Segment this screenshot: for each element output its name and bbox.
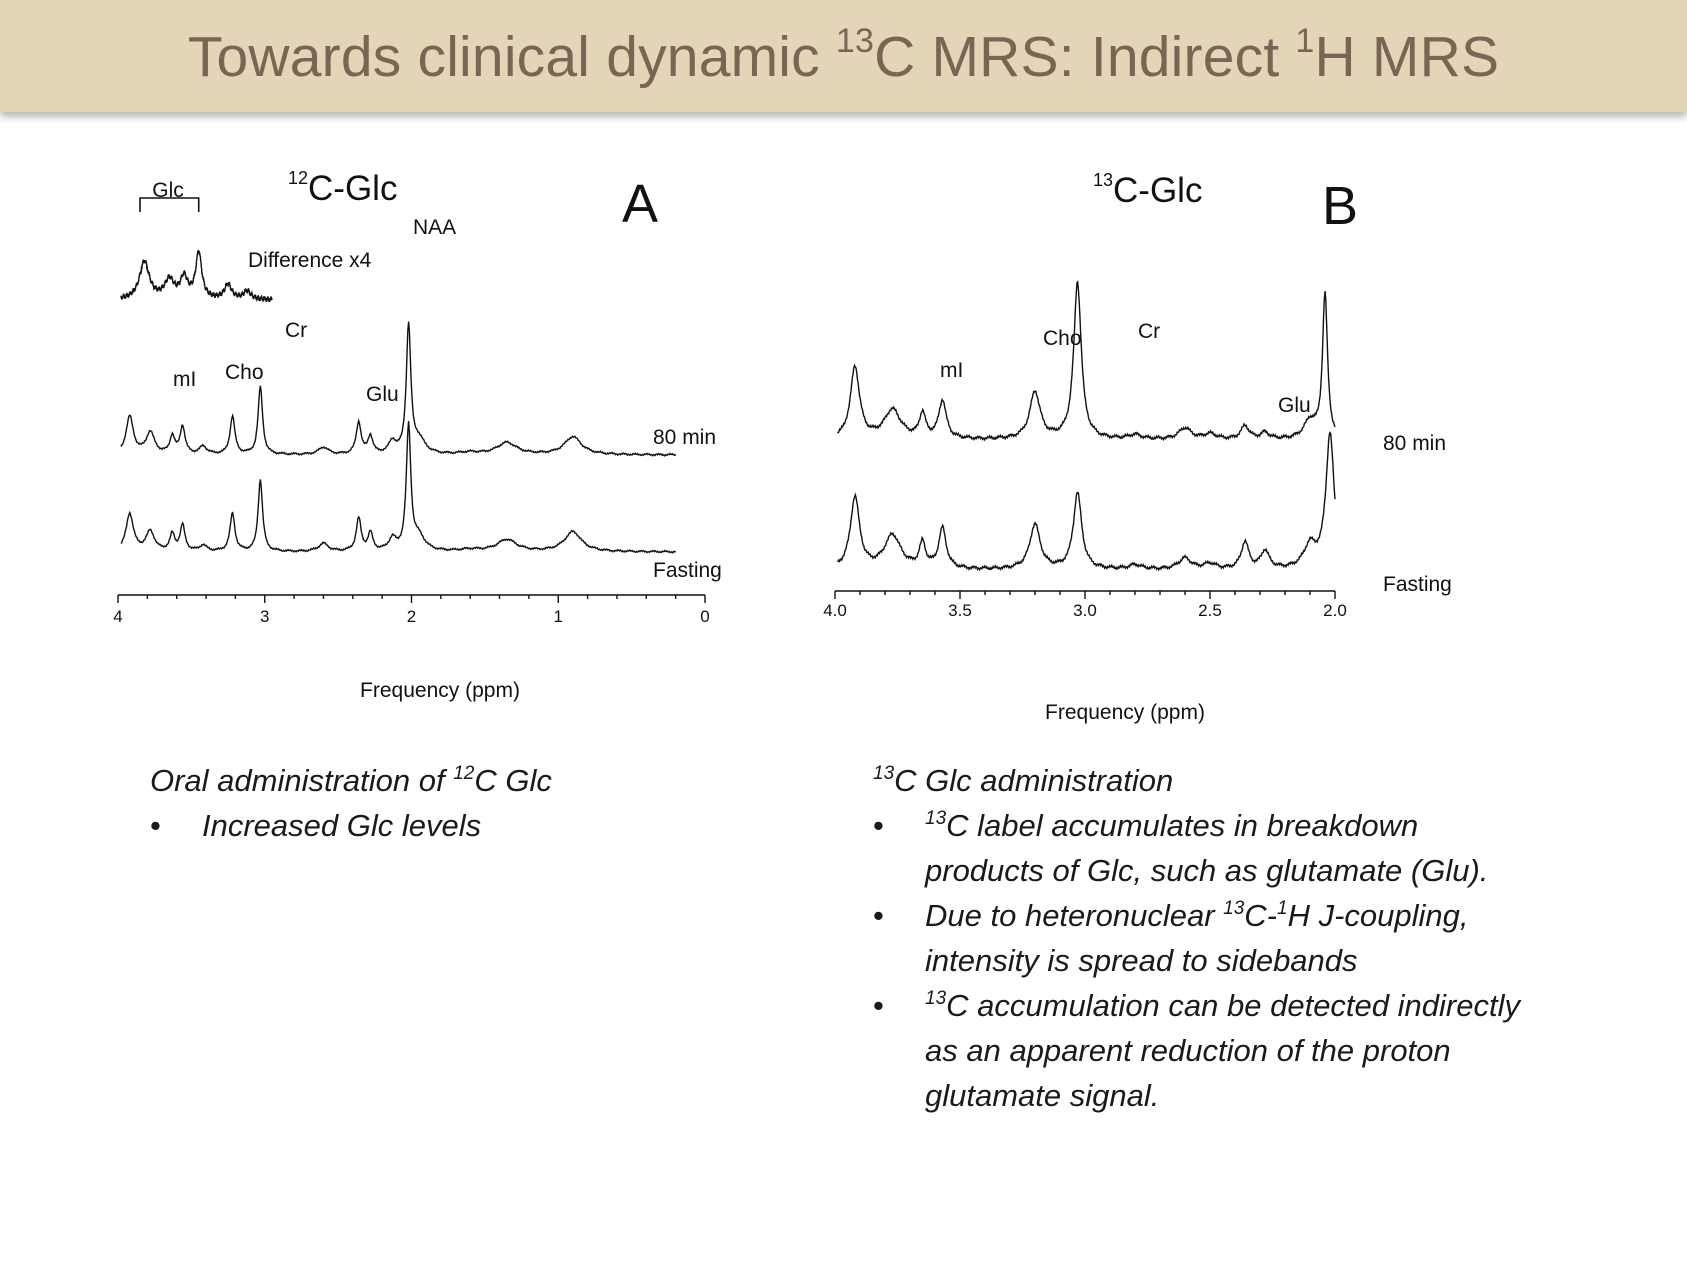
x-axis-tick-label: 2.5	[1198, 601, 1222, 620]
chart-a-label-cr: Cr	[285, 319, 307, 342]
x-axis-tick-label: 2.0	[1323, 601, 1347, 620]
caption-right-bullet-1-text: 13C label accumulates in breakdown produ…	[925, 803, 1533, 893]
chart-b-trace-fasting	[836, 431, 1336, 572]
chart-a-panel-label: A	[622, 174, 658, 234]
chart-a-label-cho: Cho	[225, 361, 264, 384]
caption-right-bullet-1-sup: 13	[925, 808, 947, 829]
chart-a-label-80min: 80 min	[653, 426, 716, 449]
caption-right-bullet-3: • 13C accumulation can be detected indir…	[873, 983, 1533, 1118]
x-axis-tick-label: 3	[260, 607, 269, 626]
chart-b-label-80min: 80 min	[1383, 432, 1446, 455]
caption-right-bullet-1-body: C label accumulates in breakdown product…	[925, 808, 1489, 888]
x-axis-tick-label: 3.5	[948, 601, 972, 620]
chart-a-trace-80min	[120, 321, 677, 457]
bullet-marker: •	[150, 808, 161, 843]
x-axis-tick-label: 3.0	[1073, 601, 1097, 620]
caption-right-bullet-2: • Due to heteronuclear 13C-1H J-coupling…	[873, 893, 1533, 983]
caption-right-bullet-2-sup2: 1	[1277, 898, 1288, 919]
caption-right-bullet-2-body: H J-coupling, intensity is spread to sid…	[925, 898, 1469, 978]
x-axis-tick-label: 4.0	[823, 601, 847, 620]
spectrum-chart-a: 4 3 2 1 0 12C-Glc A Frequency (ppm) Glc Diff…	[113, 168, 722, 702]
chart-a-bracket-label: Glc	[152, 179, 184, 202]
chart-b-panel-label: B	[1322, 176, 1358, 236]
caption-left-bullet-text: Increased Glc levels	[202, 808, 482, 843]
chart-b-title: 13C-Glc	[1093, 170, 1202, 210]
slide-title-superscript-1: 13	[835, 22, 875, 60]
caption-right: 13C Glc administration • 13C label accum…	[873, 758, 1533, 1118]
chart-a-glc-bracket	[139, 197, 200, 212]
chart-b-label-glu: Glu	[1278, 394, 1311, 417]
slide-title-text-3: H MRS	[1314, 25, 1500, 89]
chart-a-label-mi: mI	[173, 368, 196, 391]
chart-a-x-axis: 4 3 2 1 0	[113, 594, 710, 626]
caption-right-bullet-2-pre: Due to heteronuclear	[925, 898, 1224, 933]
caption-right-heading: 13C Glc administration	[873, 758, 1533, 803]
caption-right-bullet-2-text: Due to heteronuclear 13C-1H J-coupling, …	[925, 893, 1533, 983]
spectrum-chart-b: 4.0 3.5 3.0 2.5 2.0 13C-Glc B Frequency (ppm…	[823, 170, 1452, 724]
caption-right-bullet-2-mid: C-	[1244, 898, 1277, 933]
bullet-marker: •	[873, 898, 884, 933]
chart-a-trace-fasting	[120, 420, 677, 554]
caption-right-bullet-1: • 13C label accumulates in breakdown pro…	[873, 803, 1533, 893]
chart-a-x-axis-label: Frequency (ppm)	[360, 679, 520, 702]
chart-a-label-fasting: Fasting	[653, 559, 722, 582]
caption-right-bullet-3-sup: 13	[925, 988, 947, 1009]
x-axis-tick-label: 1	[554, 607, 563, 626]
chart-a-label-glu: Glu	[366, 383, 399, 406]
chart-a-title: 12C-Glc	[288, 168, 397, 208]
caption-left-heading-text: Oral administration of	[150, 763, 454, 798]
caption-right-bullet-3-text: 13C accumulation can be detected indirec…	[925, 983, 1533, 1118]
slide-title: Towards clinical dynamic 13C MRS: Indire…	[188, 22, 1499, 90]
chart-a-label-naa: NAA	[413, 216, 456, 239]
x-axis-tick-label: 0	[700, 607, 709, 626]
chart-b-label-fasting: Fasting	[1383, 573, 1452, 596]
caption-right-heading-text: C Glc administration	[894, 763, 1174, 798]
chart-b-traces	[836, 280, 1336, 572]
slide-title-text-2: C MRS: Indirect	[874, 25, 1296, 89]
x-axis-tick-label: 2	[407, 607, 416, 626]
caption-right-bullet-2-sup: 13	[1223, 898, 1245, 919]
chart-b-trace-80min	[837, 280, 1336, 442]
bullet-marker: •	[873, 808, 884, 843]
x-axis-tick-label: 4	[113, 607, 122, 626]
caption-left-heading-text-2: C Glc	[474, 763, 552, 798]
chart-a-label-difference: Difference x4	[248, 249, 372, 272]
chart-b-label-cr: Cr	[1138, 320, 1160, 343]
chart-b-label-mi: mI	[940, 359, 963, 382]
chart-b-label-cho: Cho	[1043, 327, 1082, 350]
chart-b-x-axis-label: Frequency (ppm)	[1045, 701, 1205, 724]
caption-left: Oral administration of 12C Glc • Increas…	[150, 758, 850, 848]
bullet-marker: •	[873, 988, 884, 1023]
chart-a-trace-difference	[120, 250, 273, 303]
chart-a-traces	[120, 197, 677, 554]
chart-b-x-axis: 4.0 3.5 3.0 2.5 2.0	[823, 590, 1347, 620]
caption-left-bullet: • Increased Glc levels	[150, 803, 850, 848]
caption-right-bullet-3-body: C accumulation can be detected indirectl…	[925, 988, 1520, 1113]
slide-title-bar: Towards clinical dynamic 13C MRS: Indire…	[0, 0, 1687, 112]
slide-title-superscript-2: 1	[1295, 22, 1315, 60]
slide-title-text-1: Towards clinical dynamic	[187, 25, 836, 89]
caption-left-heading-sup: 12	[453, 763, 475, 784]
caption-left-heading: Oral administration of 12C Glc	[150, 758, 850, 803]
caption-right-heading-sup: 13	[873, 763, 895, 784]
